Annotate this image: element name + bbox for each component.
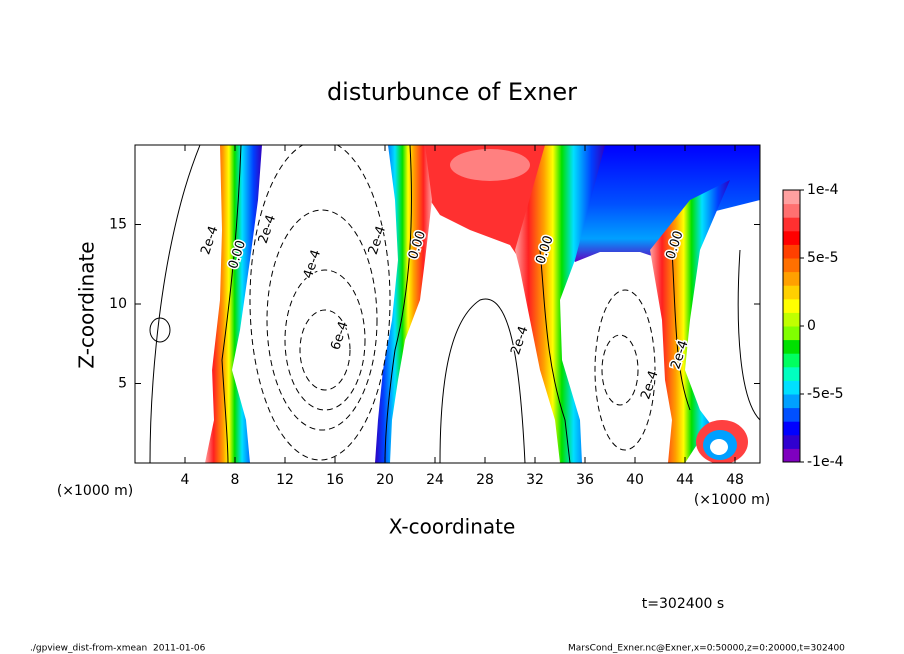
chart-title: disturbunce of Exner [327,78,577,106]
x-tick-label: 48 [726,472,744,488]
time-label: t=302400 s [642,596,724,612]
colorbar-band [783,353,800,368]
colorbar-band [783,230,800,245]
colorbar-band [783,394,800,409]
colorbar-tick-label: -5e-5 [807,386,844,402]
x-tick-label: 12 [276,472,294,488]
y-unit: (×1000 m) [57,483,133,499]
colorbar-band [783,244,800,259]
colorbar-band [783,271,800,286]
contour-label: 2e-4 [256,213,279,245]
contour-lines [149,145,760,463]
plume [450,149,530,181]
y-axis-label: Z-coordinate [75,241,99,368]
colorbar-band [783,190,800,205]
contour-lines [249,145,656,461]
footer-left: ./gpview_dist-from-xmean 2011-01-06 [30,644,206,654]
colorbar-band [783,434,800,449]
shaded-field [149,145,760,463]
contour-label: 2e-4 [198,224,221,256]
contour-label: 2e-4 [638,369,661,401]
colorbar-band [783,407,800,422]
colorbar-band [783,285,800,300]
contour-label: 2e-4 [366,224,389,256]
colorbar-tick-label: -1e-4 [807,454,844,470]
colorbar-band [783,203,800,218]
x-tick-label: 28 [476,472,494,488]
colorbar-tick-label: 5e-5 [807,250,838,266]
colorbar-band [783,448,800,463]
plume [560,145,760,262]
x-tick-label: 4 [181,472,190,488]
y-tick-label: 15 [109,217,127,233]
contour-label: 2e-4 [508,324,531,356]
colorbar-band [783,217,800,232]
colorbar-band [783,339,800,354]
colorbar-band [783,258,800,273]
footer-right: MarsCond_Exner.nc@Exner,x=0:50000,z=0:20… [568,644,845,654]
colorbar-band [783,312,800,327]
plume [515,145,605,463]
plume [375,145,432,463]
x-tick-label: 44 [676,472,694,488]
x-tick-label: 24 [426,472,444,488]
colorbar-tick-label: 0 [807,318,816,334]
x-tick-label: 20 [376,472,394,488]
x-tick-label: 36 [576,472,594,488]
colorbar-band [783,366,800,381]
plume [650,180,730,463]
x-tick-label: 40 [626,472,644,488]
y-tick-label: 10 [109,296,127,312]
colorbar-band [783,326,800,341]
colorbar-tick-label: 1e-4 [807,182,839,198]
colorbar-band [783,380,800,395]
y-tick-label: 5 [118,376,127,392]
x-tick-label: 16 [326,472,344,488]
colorbar-band [783,421,800,436]
colorbar-band [783,298,800,313]
x-axis-label: X-coordinate [389,515,516,539]
x-tick-label: 32 [526,472,544,488]
contour-label: 4e-4 [301,248,324,280]
plume [205,145,262,463]
x-unit: (×1000 m) [694,492,770,508]
pocket [710,439,728,455]
x-tick-label: 8 [231,472,240,488]
